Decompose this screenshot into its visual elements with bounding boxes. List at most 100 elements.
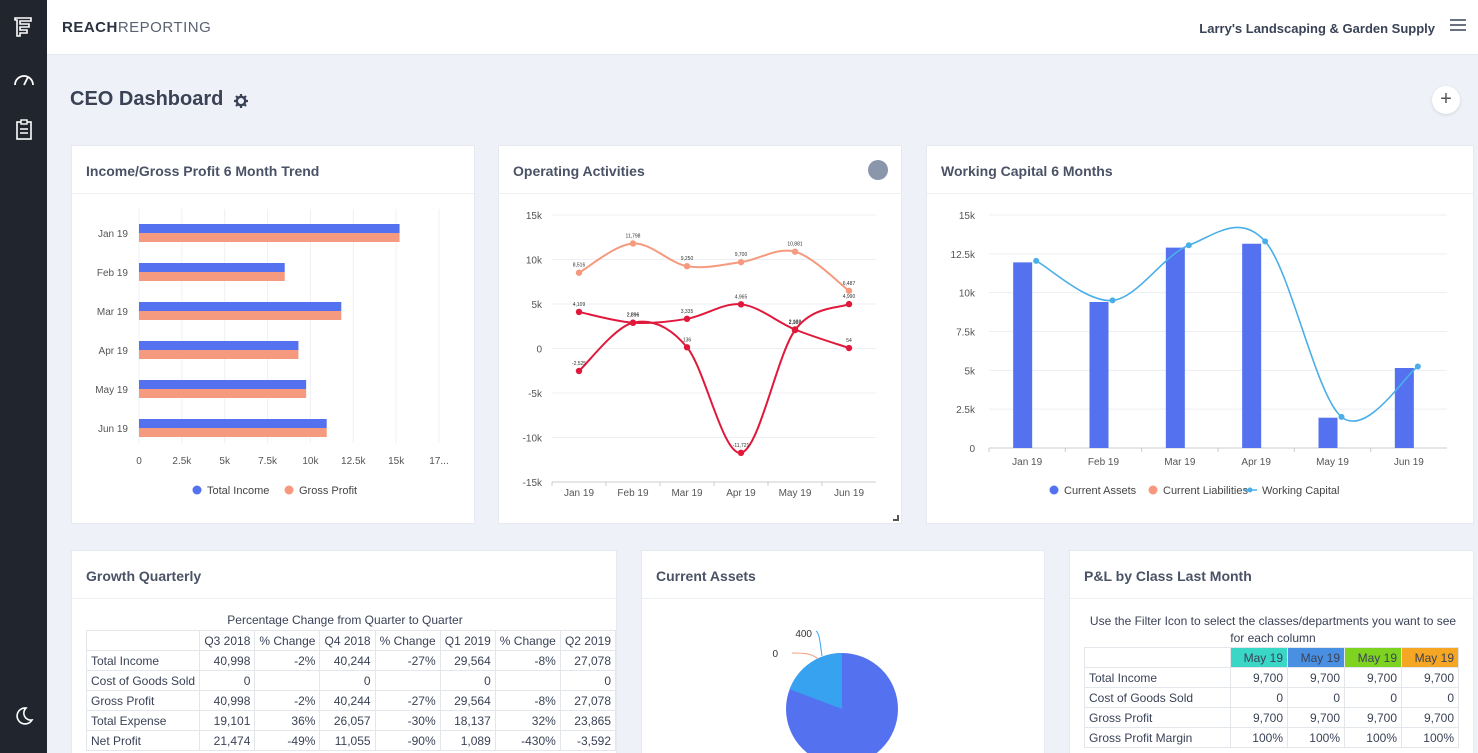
dashboard-gauge-icon[interactable] — [12, 68, 36, 92]
income-card: Income/Gross Profit 6 Month Trend 0 2.5k 5… — [71, 145, 475, 524]
data-label: -11,721 — [733, 443, 750, 449]
data-label: 54 — [846, 338, 852, 344]
reports-icon[interactable] — [12, 15, 36, 39]
pl-table: May 19 May 19 May 19 May 19 Total Income 9,70… — [1084, 647, 1459, 748]
data-label: 3,335 — [681, 309, 694, 315]
data-point — [737, 258, 745, 266]
table-cell: -49% — [254, 730, 321, 751]
table-cell: 0 — [319, 670, 376, 691]
table-cell: 100% — [1344, 727, 1402, 748]
data-point — [845, 287, 853, 294]
add-icon[interactable]: + — [1432, 86, 1460, 114]
x-tick-label: Mar 19 — [1164, 457, 1196, 468]
table-row: Gross Profit Margin 100% 100% 100% 100% — [1084, 727, 1459, 748]
growth-caption: Percentage Change from Quarter to Quarte… — [227, 613, 463, 627]
pl-class-card: P&L by Class Last Month Use the Filter I… — [1069, 550, 1474, 753]
y-tick-label: -5k — [528, 389, 543, 400]
data-point — [1109, 297, 1116, 304]
table-cell: 0 — [1230, 687, 1288, 708]
table-cell: -27% — [374, 650, 441, 671]
y-tick-label: -15k — [523, 478, 543, 489]
night-mode-icon[interactable] — [12, 704, 36, 728]
pie-label-line — [815, 630, 823, 657]
data-point — [791, 248, 799, 255]
y-tick-label: -10k — [523, 434, 543, 445]
brand-logo[interactable]: REACHREPORTING — [62, 19, 212, 36]
table-cell: -8% — [494, 650, 561, 671]
clipboard-icon[interactable] — [12, 118, 36, 142]
data-label: 10,881 — [787, 242, 803, 248]
bar-total-income — [139, 419, 327, 428]
gear-icon[interactable] — [233, 93, 249, 109]
table-cell: 0 — [199, 670, 256, 691]
data-label: 2,067 — [789, 320, 802, 326]
resize-handle-icon[interactable] — [893, 515, 899, 521]
data-point — [575, 269, 583, 276]
data-label: 2,896 — [627, 313, 640, 319]
table-row: Total Expense 19,101 36% 26,057 -30% 18,137 32… — [85, 710, 617, 731]
bar-total-income — [139, 341, 299, 350]
table-cell: 40,998 — [199, 650, 256, 671]
table-cell: -430% — [494, 730, 561, 751]
table-row: Cost of Goods Sold 0 0 0 0 — [85, 670, 617, 691]
table-cell — [494, 670, 561, 691]
data-point — [845, 344, 853, 352]
table-cell: 0 — [1401, 687, 1459, 708]
x-tick-label: May 19 — [1316, 457, 1349, 468]
column-header: May 19 — [1230, 647, 1288, 668]
bar-gross-profit — [139, 233, 400, 242]
legend-label: Gross Profit — [299, 485, 357, 497]
legend-marker — [1049, 485, 1059, 495]
y-tick-label: 10k — [959, 289, 976, 300]
x-tick-label: May 19 — [779, 488, 812, 499]
column-header — [1084, 647, 1231, 668]
table-cell: 1,089 — [439, 730, 496, 751]
bar-gross-profit — [139, 428, 327, 437]
data-label: 2,896 — [627, 313, 640, 319]
x-tick-label: Feb 19 — [617, 488, 649, 499]
filter-icon[interactable] — [868, 160, 888, 180]
y-tick-label: Mar 19 — [97, 307, 129, 318]
y-tick-label: Feb 19 — [97, 268, 129, 279]
pie-label-line — [791, 652, 819, 660]
card-title: P&L by Class Last Month — [1070, 551, 1473, 599]
y-tick-label: Apr 19 — [99, 346, 129, 357]
bar-total-income — [139, 224, 400, 233]
table-row: Net Profit 21,474 -49% 11,055 -90% 1,089 -430%… — [85, 730, 617, 751]
series-line-a — [578, 242, 850, 292]
table-row: Gross Profit 9,700 9,700 9,700 9,700 — [1084, 707, 1459, 728]
data-label: 2,136 — [789, 319, 802, 325]
data-point — [791, 326, 799, 334]
x-tick-label: Apr 19 — [726, 488, 756, 499]
pie-label: 0 — [772, 649, 778, 660]
legend-marker — [1247, 487, 1253, 493]
data-label: 8,516 — [573, 263, 586, 269]
table-cell: 0 — [439, 670, 496, 691]
x-tick-label: Jan 19 — [564, 488, 594, 499]
table-cell: 11,055 — [319, 730, 376, 751]
menu-icon[interactable] — [1450, 19, 1466, 33]
column-header: Q2 2019 — [559, 630, 617, 651]
table-cell: 36% — [254, 710, 321, 731]
y-tick-label: 12.5k — [951, 250, 976, 261]
y-tick-label: 2.5k — [956, 405, 976, 416]
x-tick-label: 0 — [136, 456, 142, 467]
table-cell: -8% — [494, 690, 561, 711]
bar-current-assets — [1089, 301, 1109, 448]
legend-label: Working Capital — [1262, 485, 1339, 497]
bar-gross-profit — [139, 272, 285, 281]
x-tick-label: 7.5k — [258, 456, 278, 467]
table-cell: 18,137 — [439, 710, 496, 731]
top-bar: REACHREPORTING Larry's Landscaping & Gar… — [47, 0, 1478, 55]
current-assets-card: Current Assets 400 0 — [641, 550, 1045, 753]
x-tick-label: 12.5k — [341, 456, 366, 467]
legend-label: Current Assets — [1064, 485, 1137, 497]
operating-chart: 15k 10k 5k 0 -5k -10k -15k Jan 19 Feb 19 Mar 19 Ap… — [523, 211, 876, 499]
column-header — [85, 630, 201, 651]
table-cell: 100% — [1230, 727, 1288, 748]
table-cell: 100% — [1287, 727, 1345, 748]
column-header: May 19 — [1287, 647, 1345, 668]
table-cell: 29,564 — [439, 650, 496, 671]
data-label: 11,798 — [626, 233, 641, 239]
table-cell: 26,057 — [319, 710, 376, 731]
